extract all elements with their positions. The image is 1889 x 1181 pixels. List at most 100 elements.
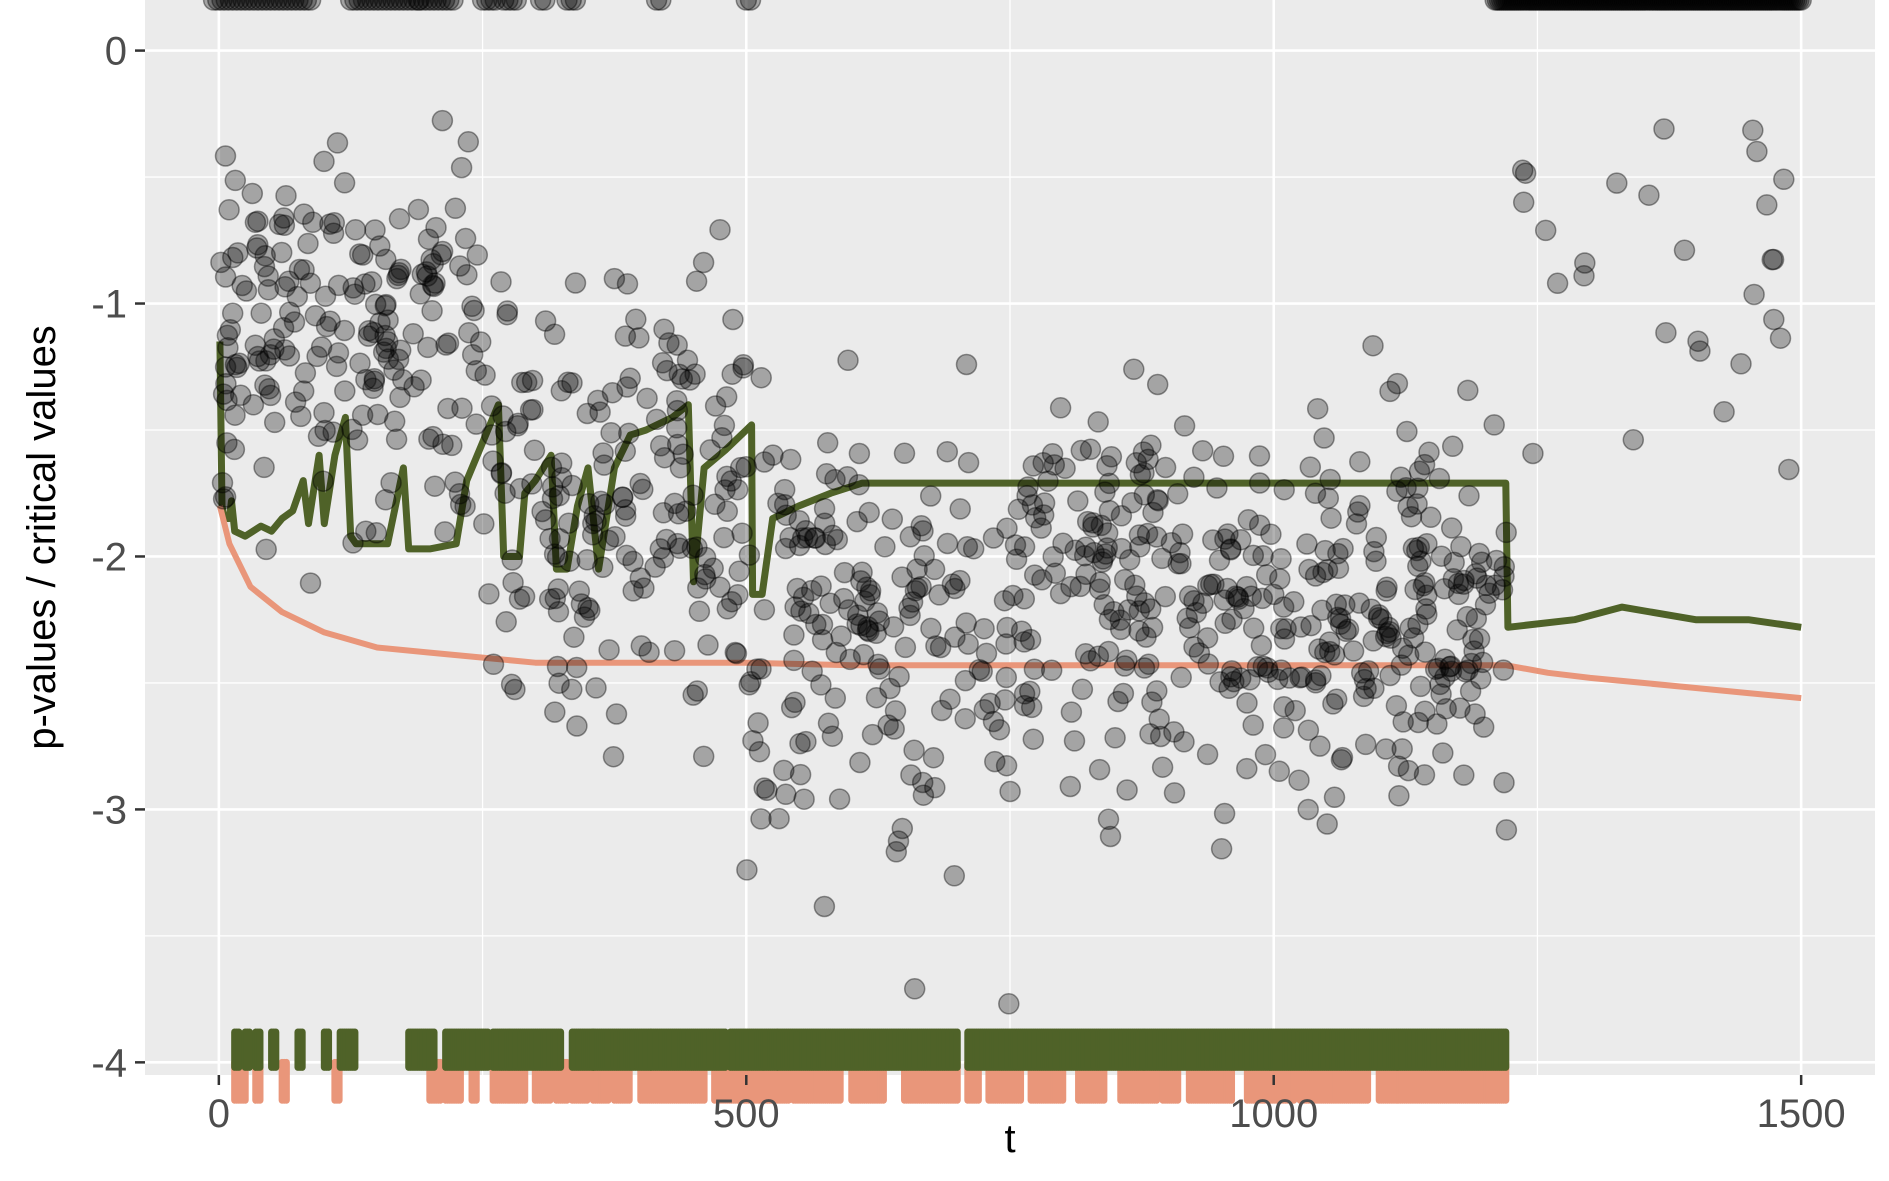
p-value-point bbox=[671, 368, 694, 390]
p-value-point bbox=[461, 343, 484, 366]
p-value-point bbox=[704, 493, 726, 516]
p-value-point bbox=[581, 524, 604, 546]
p-value-point bbox=[284, 391, 307, 413]
p-value-point bbox=[795, 730, 817, 753]
p-value-point bbox=[222, 246, 244, 269]
p-value-point bbox=[1345, 513, 1368, 535]
p-value-point bbox=[1331, 746, 1354, 769]
p-value-point bbox=[1413, 453, 1436, 476]
p-value-point bbox=[922, 746, 945, 769]
p-value-point bbox=[434, 521, 456, 543]
p-value-point bbox=[821, 725, 844, 747]
p-value-point bbox=[490, 461, 513, 484]
top-row-point bbox=[1762, 0, 1785, 11]
p-value-point bbox=[655, 528, 678, 551]
p-value-point bbox=[1221, 660, 1243, 682]
p-value-point bbox=[444, 197, 467, 220]
p-value-point bbox=[656, 359, 678, 382]
p-value-point bbox=[1067, 490, 1089, 512]
p-value-point bbox=[1440, 655, 1462, 677]
p-value-point bbox=[386, 267, 408, 290]
p-value-point bbox=[388, 208, 411, 230]
p-value-point bbox=[1323, 786, 1346, 809]
p-value-point bbox=[846, 613, 868, 635]
p-value-point bbox=[1426, 713, 1448, 735]
p-value-point bbox=[685, 270, 708, 292]
top-row-point bbox=[1663, 0, 1686, 11]
top-row-point bbox=[1767, 0, 1789, 11]
p-value-point bbox=[543, 543, 566, 565]
top-row-point bbox=[1649, 0, 1671, 11]
p-value-point bbox=[1329, 613, 1352, 635]
top-row-point bbox=[534, 0, 556, 11]
p-value-point bbox=[219, 319, 242, 341]
top-row-point bbox=[356, 0, 379, 11]
top-row-point bbox=[1758, 0, 1781, 11]
p-value-point bbox=[702, 557, 724, 580]
p-value-point bbox=[1447, 583, 1470, 606]
p-value-point bbox=[511, 371, 533, 394]
top-row-point bbox=[365, 0, 387, 11]
p-value-point bbox=[1471, 651, 1494, 674]
p-value-point bbox=[979, 692, 1001, 715]
p-value-point bbox=[1163, 782, 1186, 804]
p-value-point bbox=[541, 487, 564, 510]
p-value-point bbox=[1121, 491, 1143, 514]
p-value-point bbox=[1349, 450, 1371, 473]
p-value-point bbox=[686, 536, 708, 558]
p-value-point bbox=[786, 577, 809, 600]
p-value-point bbox=[333, 319, 356, 342]
p-value-point bbox=[1272, 596, 1295, 618]
top-row-point bbox=[1589, 0, 1612, 11]
p-value-point bbox=[779, 526, 801, 549]
p-value-point bbox=[1133, 657, 1156, 679]
top-row-point bbox=[1583, 0, 1606, 11]
p-value-point bbox=[856, 619, 879, 642]
top-row-point bbox=[739, 0, 762, 11]
top-row-point bbox=[1560, 0, 1582, 11]
p-value-point bbox=[294, 362, 317, 384]
top-row-point bbox=[287, 0, 309, 11]
p-value-point bbox=[753, 599, 776, 621]
top-row-point bbox=[1501, 0, 1523, 11]
p-value-point bbox=[716, 500, 739, 523]
p-value-point bbox=[1133, 484, 1156, 506]
y-tick-label: -1 bbox=[91, 283, 127, 327]
p-value-point bbox=[726, 478, 749, 501]
x-axis-title: t bbox=[1004, 1117, 1015, 1161]
p-value-point bbox=[210, 251, 232, 274]
p-value-point bbox=[605, 703, 628, 725]
top-row-point bbox=[442, 0, 464, 11]
p-value-point bbox=[1146, 373, 1169, 396]
p-value-point bbox=[913, 545, 935, 567]
top-row-point bbox=[1646, 0, 1669, 11]
p-value-point bbox=[1743, 283, 1765, 306]
top-row-point bbox=[1689, 0, 1711, 11]
p-value-point bbox=[729, 456, 752, 479]
p-value-point bbox=[923, 558, 946, 581]
p-value-point bbox=[1379, 380, 1401, 403]
p-value-point bbox=[859, 579, 882, 602]
p-value-point bbox=[1246, 656, 1269, 678]
p-value-point bbox=[1042, 545, 1064, 568]
top-row-point bbox=[1545, 0, 1568, 11]
p-value-point bbox=[1139, 598, 1162, 620]
p-value-point bbox=[1474, 594, 1497, 616]
p-value-point bbox=[715, 386, 738, 408]
top-row-point bbox=[1596, 0, 1618, 11]
p-value-point bbox=[1380, 627, 1402, 649]
p-value-point bbox=[611, 486, 634, 509]
p-value-point bbox=[598, 639, 620, 661]
p-value-point bbox=[1400, 505, 1423, 528]
p-value-point bbox=[1371, 608, 1393, 631]
y-tick-label: -4 bbox=[91, 1041, 127, 1085]
top-row-point bbox=[1602, 0, 1625, 11]
p-value-point bbox=[1110, 537, 1133, 560]
top-row-point bbox=[1775, 0, 1798, 11]
top-row-point bbox=[1594, 0, 1616, 11]
p-value-point bbox=[504, 678, 526, 701]
p-value-point bbox=[1213, 802, 1236, 825]
p-value-point bbox=[618, 422, 640, 445]
p-value-point bbox=[410, 369, 432, 391]
p-value-point bbox=[747, 712, 769, 734]
